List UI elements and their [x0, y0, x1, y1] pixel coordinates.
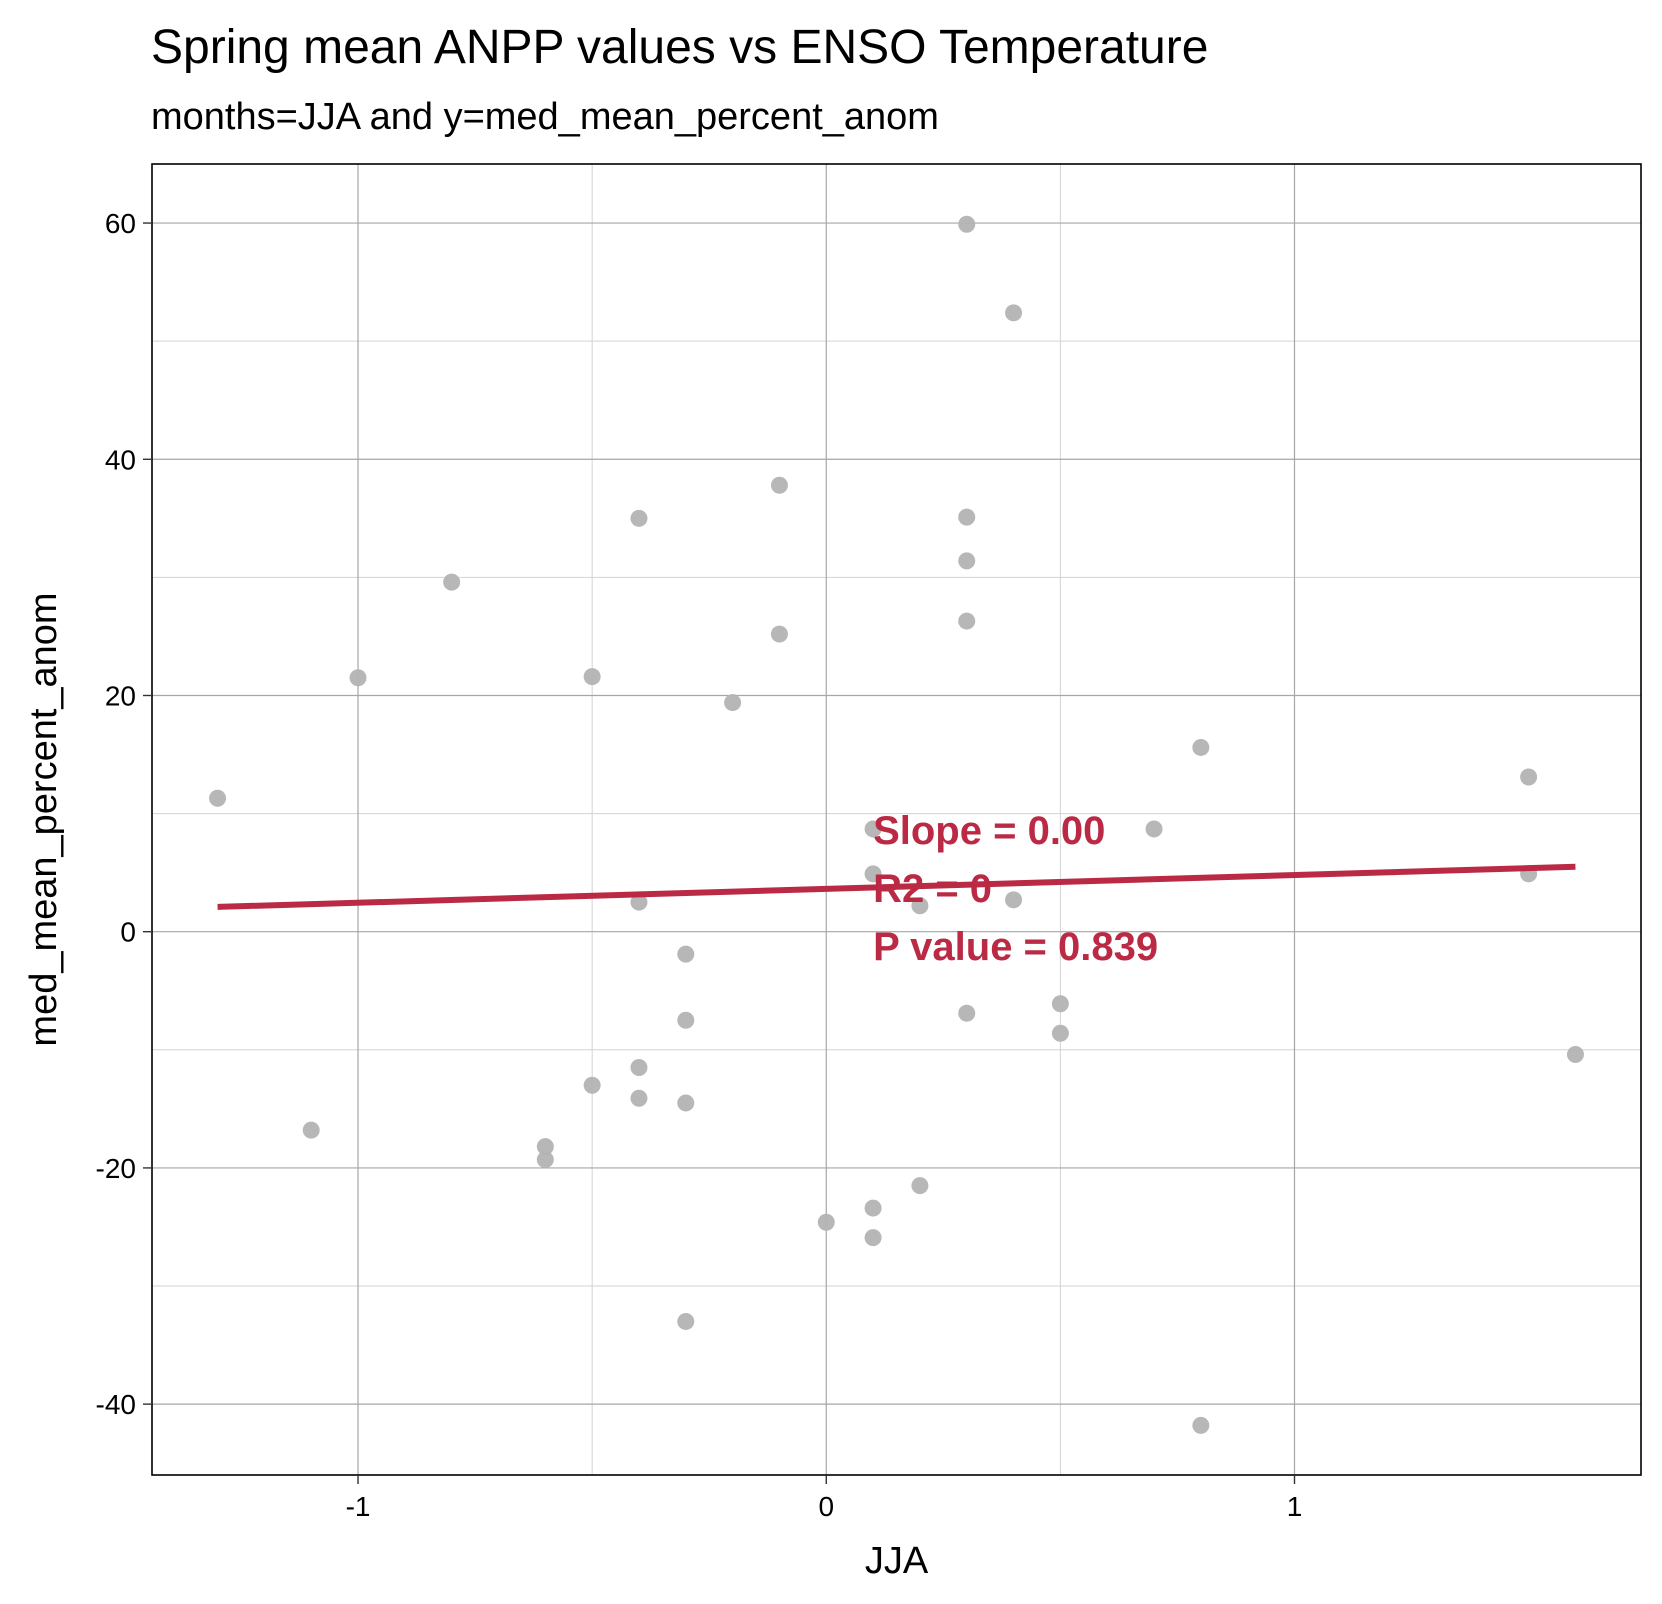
data-point [958, 215, 976, 233]
annotation-line: R2 = 0 [873, 867, 992, 911]
data-point [583, 668, 601, 686]
data-point [677, 1011, 695, 1029]
y-tick-label: 0 [120, 917, 136, 948]
data-point [958, 552, 976, 570]
y-axis: -40 -20 0 20 40 60 [96, 208, 152, 1420]
x-axis: -1 0 1 [346, 1475, 1303, 1522]
chart-subtitle: months=JJA and y=med_mean_percent_anom [151, 96, 939, 138]
data-point [770, 476, 788, 494]
data-point [817, 1213, 835, 1231]
data-point [958, 508, 976, 526]
y-tick-label: 40 [105, 444, 136, 475]
data-point [1520, 768, 1538, 786]
data-point [443, 573, 461, 591]
x-axis-title: JJA [865, 1540, 929, 1582]
data-point [630, 1059, 648, 1077]
data-point [536, 1151, 554, 1169]
minor-gridlines [152, 164, 1641, 1475]
annotation-line: Slope = 0.00 [873, 809, 1105, 853]
panel-border [151, 163, 1642, 1476]
data-point [1005, 891, 1023, 909]
data-point [1192, 1416, 1210, 1434]
data-point [911, 897, 929, 915]
x-tick-label: 1 [1287, 1491, 1303, 1522]
data-point [864, 1229, 882, 1247]
y-tick-label: -40 [96, 1389, 136, 1420]
data-point [1051, 1024, 1069, 1042]
data-point [1051, 995, 1069, 1013]
x-tick-label: 0 [818, 1491, 834, 1522]
data-point [1192, 738, 1210, 756]
data-point [911, 1177, 929, 1195]
data-point [630, 509, 648, 527]
data-point [302, 1121, 320, 1139]
data-point [209, 789, 227, 807]
regression-line [217, 863, 1576, 910]
y-tick-label: 60 [105, 208, 136, 239]
data-point [349, 669, 367, 687]
data-point [536, 1138, 554, 1156]
data-point [864, 865, 882, 883]
data-point [583, 1076, 601, 1094]
annotation-line: P value = 0.839 [873, 925, 1158, 969]
data-point [630, 893, 648, 911]
data-point [1566, 1046, 1584, 1064]
data-point [770, 625, 788, 643]
scatter-points [209, 215, 1584, 1434]
data-point [677, 1094, 695, 1112]
data-point [958, 612, 976, 630]
data-point [630, 1089, 648, 1107]
plot-panel: Slope = 0.00 R2 = 0 P value = 0.839 [151, 163, 1642, 1476]
data-point [677, 945, 695, 963]
data-point [864, 1199, 882, 1217]
stats-annotation: Slope = 0.00 R2 = 0 P value = 0.839 [873, 809, 1158, 969]
data-point [1005, 304, 1023, 322]
x-tick-label: -1 [346, 1491, 371, 1522]
data-point [864, 820, 882, 838]
chart-title: Spring mean ANPP values vs ENSO Temperat… [151, 21, 1208, 74]
y-tick-label: 20 [105, 680, 136, 711]
y-axis-title: med_mean_percent_anom [23, 592, 65, 1046]
y-tick-label: -20 [96, 1153, 136, 1184]
data-point [677, 1312, 695, 1330]
data-point [1145, 820, 1163, 838]
data-point [958, 1004, 976, 1022]
major-gridlines [152, 164, 1641, 1475]
data-point [724, 694, 742, 712]
